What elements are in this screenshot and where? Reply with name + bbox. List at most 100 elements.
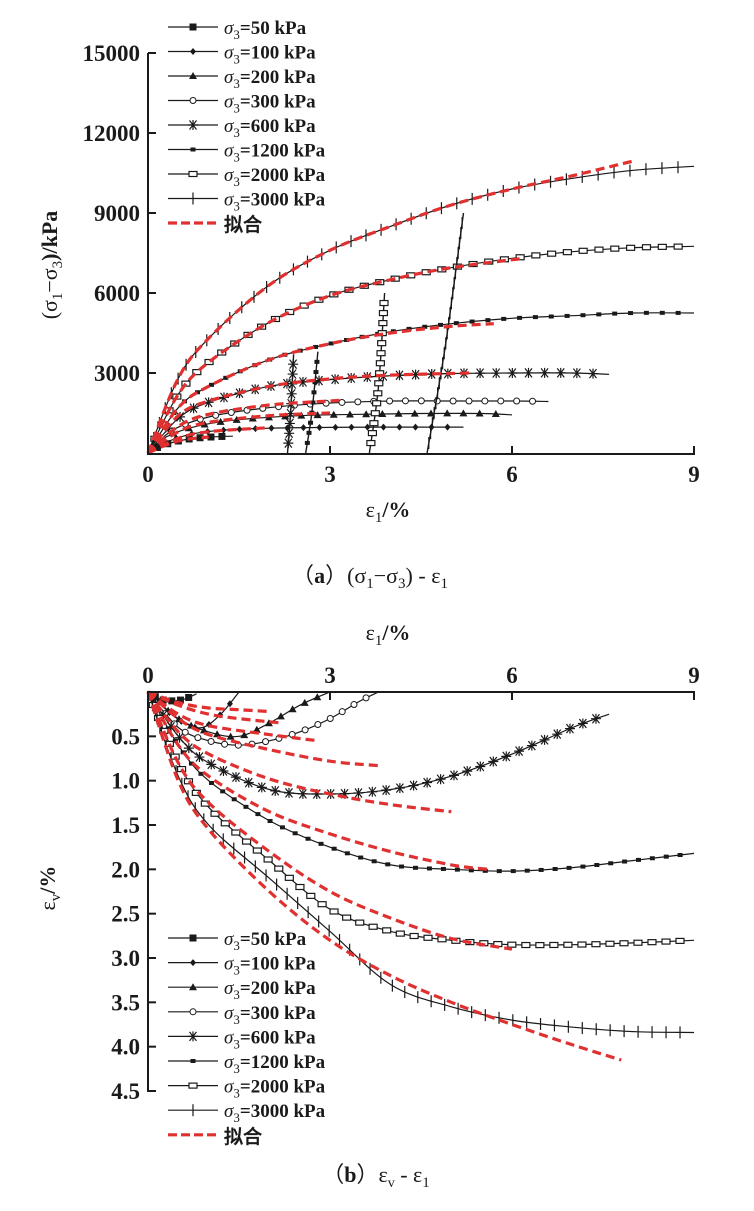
data-point [571,368,582,379]
data-point [241,838,252,845]
data-point [264,719,273,727]
data-point [339,788,350,799]
data-point [314,720,322,728]
data-point [475,761,486,772]
data-point [364,423,371,431]
legend-marker-circle [189,1008,197,1016]
data-point [401,397,409,405]
data-point [304,440,310,445]
data-point [331,846,337,851]
fit-line-4 [146,690,379,768]
legend-fit-label: 拟合 [224,213,263,236]
data-point [283,438,294,449]
data-point [338,398,346,406]
data-point [438,322,444,327]
data-point [180,750,186,755]
data-point [367,430,378,437]
data-point [332,423,339,431]
data-point [297,788,308,799]
legend-label: σ3=600 kPa [224,1027,316,1051]
data-point [342,914,352,921]
data-point [306,892,316,899]
data-point [314,375,325,386]
data-point [475,409,484,417]
data-point [526,740,537,751]
data-point [635,857,641,862]
data-point [209,780,215,785]
data-point [410,369,421,380]
chart-b-y-tick-label: 4.0 [111,1035,140,1060]
data-point [195,390,201,395]
legend-marker-triangle [189,983,197,991]
data-point [263,856,273,863]
data-point [358,855,364,860]
data-point [207,737,215,745]
data-point [549,941,559,949]
data-point [377,340,387,347]
data-point [443,409,452,417]
data-point [312,380,318,385]
data-point [374,380,384,387]
data-point [580,864,586,869]
data-point [394,409,403,417]
data-point [580,313,586,318]
data-point [268,424,275,432]
data-point [488,756,499,767]
chart-b-x-tick-label: 9 [688,663,700,688]
data-point [204,358,214,366]
data-point [366,439,376,447]
data-point [355,919,365,926]
data-point [284,418,295,429]
legend-label: σ3=50 kPa [224,18,307,42]
data-point [412,423,419,431]
chart-b-y-axis-title: εv/% [35,866,64,911]
data-point [176,696,184,704]
series-line-3-1200-kpa [147,312,695,454]
data-point [548,314,554,319]
data-point [295,883,305,891]
data-point [252,725,261,733]
data-point [318,841,324,846]
data-point [378,309,389,317]
data-point [174,732,185,743]
fit-line-5 [146,371,470,455]
data-point [491,409,500,417]
data-point [373,390,383,397]
data-point [501,316,507,321]
fit-line-7 [146,256,525,454]
data-point [475,368,486,379]
data-point [221,740,229,748]
data-point [482,868,488,873]
data-point [410,409,419,417]
data-point [628,311,634,316]
data-point [276,712,285,720]
data-point [185,693,193,701]
data-point [507,367,518,378]
data-point [231,829,241,836]
data-point [284,787,294,798]
data-point [496,869,502,874]
data-point [459,409,468,417]
data-point [350,701,358,709]
data-point [382,927,392,934]
data-point [284,428,295,439]
data-point [338,708,346,716]
data-point [368,923,378,930]
chart-b-x-tick-label: 6 [506,663,518,688]
data-point [485,318,491,323]
data-point [539,367,550,378]
data-point [311,789,322,800]
data-point [284,874,294,881]
data-point [236,425,243,433]
legend-fit-label: 拟合 [224,1125,263,1148]
data-point [532,315,538,320]
data-point [203,397,214,408]
data-point [313,370,319,375]
data-point [306,430,312,435]
data-point [285,408,296,419]
data-point [529,397,537,405]
legend-marker-rect [188,1082,198,1089]
data-point [577,718,588,729]
data-point [659,310,665,315]
